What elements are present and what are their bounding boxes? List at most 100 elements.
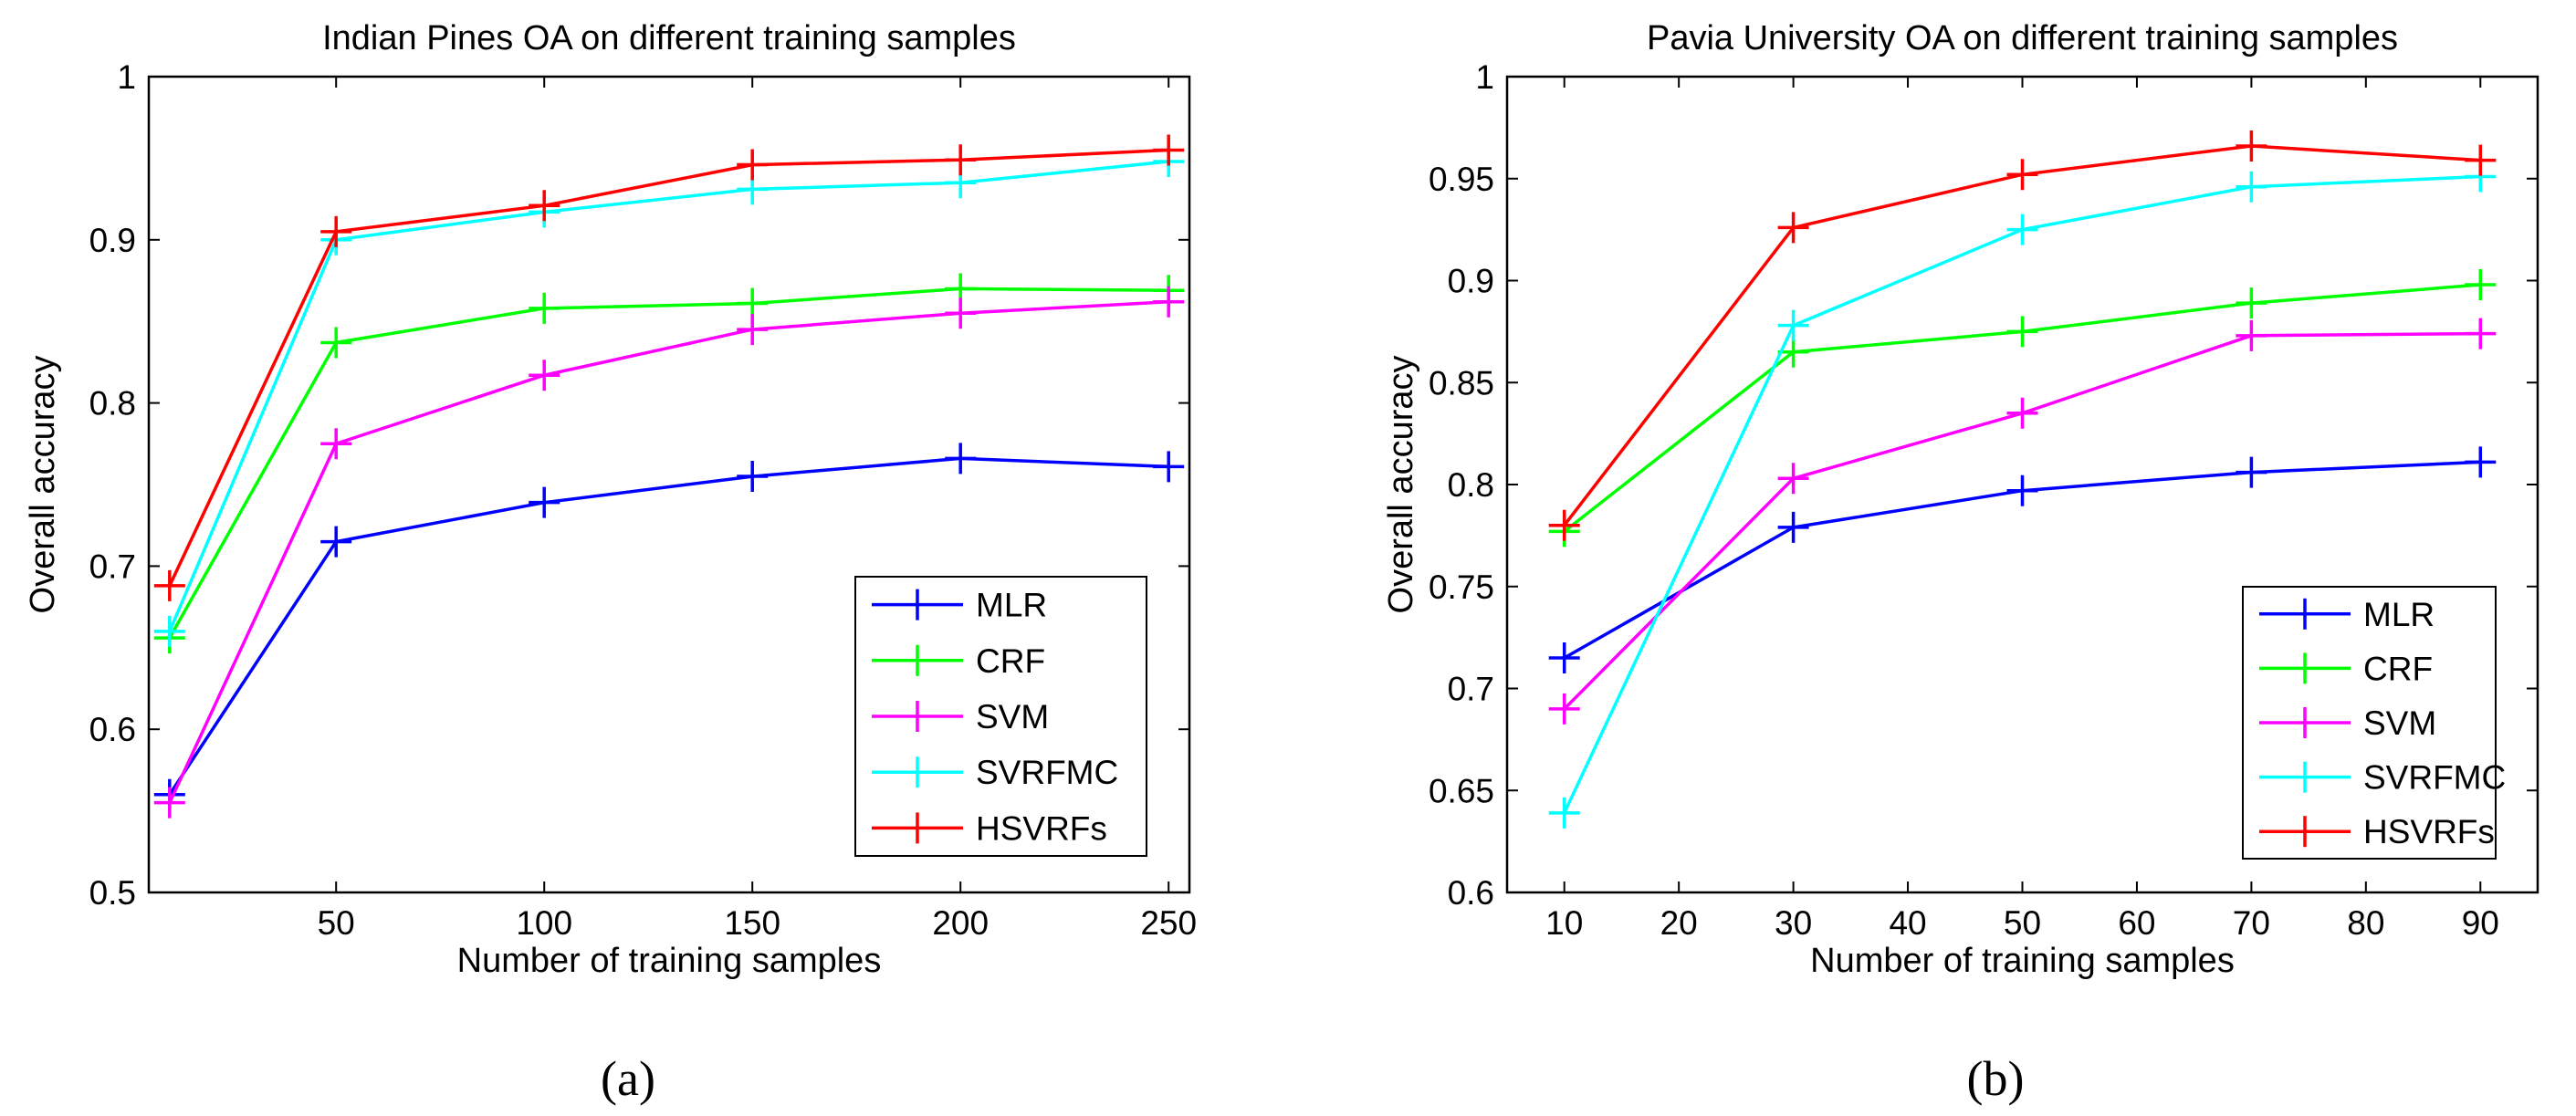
chart-title: Indian Pines OA on different training sa… [322,19,1016,57]
data-point-hsvrfs [1548,509,1580,541]
data-point-mlr [1777,511,1809,543]
panel-caption: (b) [1967,1051,2025,1106]
legend-item-svrfmc: SVRFMC [2259,759,2506,797]
chart-b: Pavia University OA on different trainin… [1382,19,2539,1106]
x-tick-label: 90 [2462,904,2499,942]
legend: MLR CRF SVM SVRFMC HSVRFs [2242,586,2506,860]
legend-item-mlr: MLR [2259,596,2435,633]
data-point-hsvrfs [737,149,769,181]
x-tick-label: 30 [1775,904,1812,942]
data-point-svm [2236,319,2267,351]
data-point-hsvrfs [2236,130,2267,162]
data-point-svm [153,787,185,819]
data-point-svm [2006,397,2038,429]
y-axis-label: Overall accuracy [1382,356,1420,614]
data-point-crf [2236,287,2267,319]
data-point-svrfmc [2236,171,2267,203]
data-point-crf [320,327,352,359]
data-point-svm [2465,318,2497,349]
x-tick-label: 10 [1545,904,1583,942]
data-point-mlr [2236,456,2267,488]
legend-item-svm: SVM [2259,704,2436,742]
legend-label: SVRFMC [2363,759,2506,797]
plot-frame [147,75,1191,894]
chart-title: Pavia University OA on different trainin… [1647,19,2398,57]
y-tick-label: 0.9 [1448,263,1494,300]
data-point-hsvrfs [320,215,352,247]
data-point-hsvrfs [153,569,185,601]
data-point-mlr [1153,451,1185,483]
data-point-mlr [2465,446,2497,478]
x-tick-label: 20 [1660,904,1698,942]
y-tick-label: 0.95 [1429,161,1494,198]
chart-a: Indian Pines OA on different training sa… [24,19,1197,1106]
legend-label: SVRFMC [976,754,1118,791]
y-tick-label: 0.9 [89,222,136,259]
x-axis-label: Number of training samples [1810,942,2235,980]
legend-label: CRF [2363,650,2433,687]
y-tick-label: 0.7 [1448,671,1494,708]
data-point-svm [945,297,977,329]
data-point-hsvrfs [945,144,977,176]
data-point-mlr [1548,641,1580,673]
data-point-svrfmc [1548,797,1580,829]
y-tick-label: 1 [1475,58,1494,96]
data-point-crf [2006,316,2038,348]
data-point-hsvrfs [529,190,560,222]
y-tick-label: 0.85 [1429,364,1494,402]
legend-item-hsvrfs: HSVRFs [872,809,1107,847]
data-point-svm [1548,693,1580,725]
series-line-hsvrfs [168,148,1169,587]
legend-label: CRF [976,642,1045,680]
x-tick-label: 70 [2233,904,2270,942]
legend-label: HSVRFs [976,809,1107,847]
data-point-mlr [737,461,769,493]
legend-label: MLR [976,587,1047,624]
series-line-mlr [168,456,1169,796]
y-tick-label: 0.6 [1448,874,1494,912]
y-tick-label: 0.75 [1429,568,1494,606]
x-tick-label: 200 [932,904,989,942]
x-tick-label: 60 [2118,904,2155,942]
y-tick-label: 0.8 [89,385,136,422]
data-point-crf [529,292,560,324]
series-line-svm [168,299,1169,804]
data-point-mlr [529,486,560,518]
data-point-hsvrfs [2465,144,2497,176]
legend-label: MLR [2363,596,2435,633]
x-tick-label: 250 [1140,904,1197,942]
y-tick-label: 0.5 [89,874,136,912]
legend-item-svm: SVM [872,698,1049,735]
x-tick-label: 40 [1889,904,1926,942]
legend: MLR CRF SVM SVRFMC HSVRFs [854,576,1147,857]
data-point-hsvrfs [2006,159,2038,191]
legend-item-mlr: MLR [872,587,1047,624]
series-line-crf [168,287,1169,639]
data-point-svm [737,314,769,346]
data-point-svm [529,360,560,391]
data-point-mlr [945,443,977,475]
legend-label: HSVRFs [2363,813,2495,850]
x-tick-label: 50 [2004,904,2041,942]
x-tick-label: 100 [516,904,572,942]
data-point-svrfmc [2006,214,2038,245]
x-tick-label: 80 [2347,904,2384,942]
x-tick-label: 150 [724,904,780,942]
panel-caption: (a) [601,1051,655,1106]
legend-item-svrfmc: SVRFMC [872,754,1118,791]
x-axis-label: Number of training samples [457,942,882,980]
legend-item-hsvrfs: HSVRFs [2259,813,2495,850]
data-point-crf [2465,268,2497,300]
y-tick-label: 0.7 [89,548,136,585]
y-tick-label: 0.8 [1448,466,1494,504]
legend-label: SVM [2363,704,2436,742]
y-axis-label: Overall accuracy [24,356,62,614]
data-point-hsvrfs [1777,212,1809,244]
legend-item-crf: CRF [2259,650,2433,687]
y-tick-label: 0.6 [89,711,136,748]
data-point-hsvrfs [1153,134,1185,166]
y-tick-label: 1 [117,58,136,96]
series-line-svrfmc [168,160,1169,632]
data-point-svm [1777,463,1809,495]
